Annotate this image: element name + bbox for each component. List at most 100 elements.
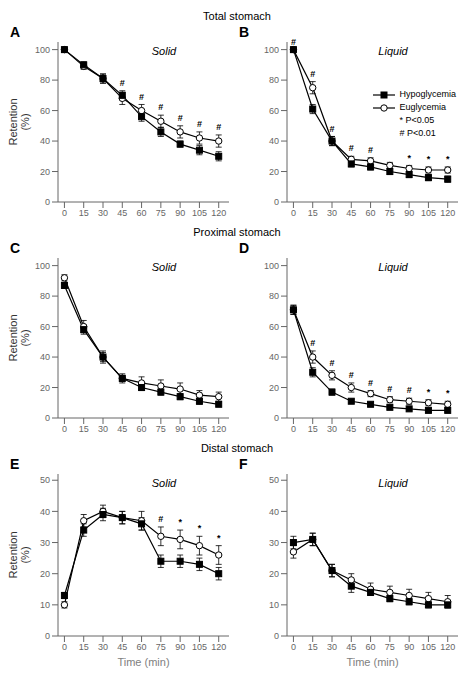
- svg-text:20: 20: [269, 569, 279, 579]
- svg-text:40: 40: [40, 136, 50, 146]
- svg-text:60: 60: [366, 642, 376, 652]
- svg-text:#: #: [310, 69, 315, 79]
- svg-text:80: 80: [40, 75, 50, 85]
- svg-text:120: 120: [440, 642, 455, 652]
- svg-text:0: 0: [45, 413, 50, 423]
- svg-text:80: 80: [40, 291, 50, 301]
- svg-text:100: 100: [35, 45, 50, 55]
- svg-text:0: 0: [45, 631, 50, 641]
- svg-text:*: *: [407, 153, 411, 163]
- svg-text:105: 105: [192, 642, 207, 652]
- svg-text:90: 90: [175, 642, 185, 652]
- svg-text:105: 105: [192, 208, 207, 218]
- svg-text:15: 15: [308, 208, 318, 218]
- svg-text:45: 45: [346, 424, 356, 434]
- svg-text:105: 105: [421, 208, 436, 218]
- svg-text:#: #: [329, 358, 334, 368]
- svg-text:105: 105: [421, 424, 436, 434]
- svg-text:30: 30: [327, 642, 337, 652]
- svg-text:*: *: [427, 154, 431, 164]
- svg-text:#: #: [310, 338, 315, 348]
- svg-text:0: 0: [274, 197, 279, 207]
- svg-text:15: 15: [308, 424, 318, 434]
- svg-text:0: 0: [291, 208, 296, 218]
- svg-text:#: #: [291, 37, 296, 47]
- svg-text:0: 0: [291, 424, 296, 434]
- svg-text:20: 20: [269, 167, 279, 177]
- svg-text:Time (min): Time (min): [346, 656, 398, 668]
- svg-text:10: 10: [269, 600, 279, 610]
- svg-text:#: #: [368, 378, 373, 388]
- svg-text:40: 40: [40, 507, 50, 517]
- svg-text:#: #: [368, 145, 373, 155]
- svg-text:90: 90: [404, 208, 414, 218]
- svg-text:60: 60: [137, 424, 147, 434]
- svg-text:45: 45: [117, 642, 127, 652]
- svg-text:40: 40: [269, 507, 279, 517]
- svg-text:75: 75: [385, 208, 395, 218]
- svg-text:40: 40: [269, 136, 279, 146]
- svg-text:20: 20: [40, 383, 50, 393]
- svg-text:120: 120: [211, 208, 226, 218]
- svg-text:60: 60: [269, 106, 279, 116]
- svg-text:10: 10: [40, 600, 50, 610]
- svg-text:15: 15: [308, 642, 318, 652]
- svg-text:#: #: [139, 92, 144, 102]
- svg-text:90: 90: [404, 424, 414, 434]
- svg-text:45: 45: [117, 208, 127, 218]
- svg-text:40: 40: [40, 352, 50, 362]
- svg-text:90: 90: [175, 208, 185, 218]
- svg-text:60: 60: [366, 424, 376, 434]
- svg-text:100: 100: [264, 261, 279, 271]
- svg-text:80: 80: [269, 75, 279, 85]
- svg-text:*: *: [198, 523, 202, 533]
- svg-text:0: 0: [274, 631, 279, 641]
- svg-text:105: 105: [192, 424, 207, 434]
- svg-text:60: 60: [137, 208, 147, 218]
- svg-text:30: 30: [327, 208, 337, 218]
- svg-text:#: #: [158, 102, 163, 112]
- svg-text:120: 120: [440, 424, 455, 434]
- svg-text:*: *: [446, 154, 450, 164]
- svg-text:75: 75: [156, 424, 166, 434]
- svg-text:20: 20: [269, 383, 279, 393]
- svg-text:30: 30: [327, 424, 337, 434]
- svg-text:*: *: [446, 388, 450, 398]
- svg-text:Time (min): Time (min): [117, 656, 169, 668]
- svg-text:15: 15: [79, 424, 89, 434]
- svg-text:50: 50: [269, 475, 279, 485]
- svg-text:Retention(%): Retention(%): [8, 531, 31, 578]
- svg-text:75: 75: [385, 642, 395, 652]
- svg-text:120: 120: [440, 208, 455, 218]
- svg-text:60: 60: [40, 322, 50, 332]
- svg-text:#: #: [349, 370, 354, 380]
- svg-text:100: 100: [264, 45, 279, 55]
- svg-text:40: 40: [269, 352, 279, 362]
- svg-text:45: 45: [117, 424, 127, 434]
- svg-text:0: 0: [291, 642, 296, 652]
- svg-text:120: 120: [211, 642, 226, 652]
- svg-text:30: 30: [269, 538, 279, 548]
- svg-text:15: 15: [79, 208, 89, 218]
- svg-text:#: #: [407, 385, 412, 395]
- svg-text:#: #: [158, 514, 163, 524]
- svg-text:90: 90: [404, 642, 414, 652]
- svg-text:75: 75: [156, 642, 166, 652]
- svg-text:#: #: [349, 143, 354, 153]
- svg-text:Retention(%): Retention(%): [8, 314, 31, 361]
- svg-text:90: 90: [175, 424, 185, 434]
- svg-text:#: #: [329, 124, 334, 134]
- svg-text:45: 45: [346, 642, 356, 652]
- svg-text:*: *: [178, 517, 182, 527]
- svg-text:0: 0: [45, 197, 50, 207]
- svg-text:105: 105: [421, 642, 436, 652]
- svg-text:30: 30: [98, 208, 108, 218]
- svg-text:30: 30: [98, 642, 108, 652]
- svg-text:60: 60: [366, 208, 376, 218]
- svg-text:*: *: [217, 533, 221, 543]
- svg-text:30: 30: [40, 538, 50, 548]
- svg-text:#: #: [120, 78, 125, 88]
- svg-text:20: 20: [40, 167, 50, 177]
- svg-text:#: #: [387, 384, 392, 394]
- svg-text:75: 75: [156, 208, 166, 218]
